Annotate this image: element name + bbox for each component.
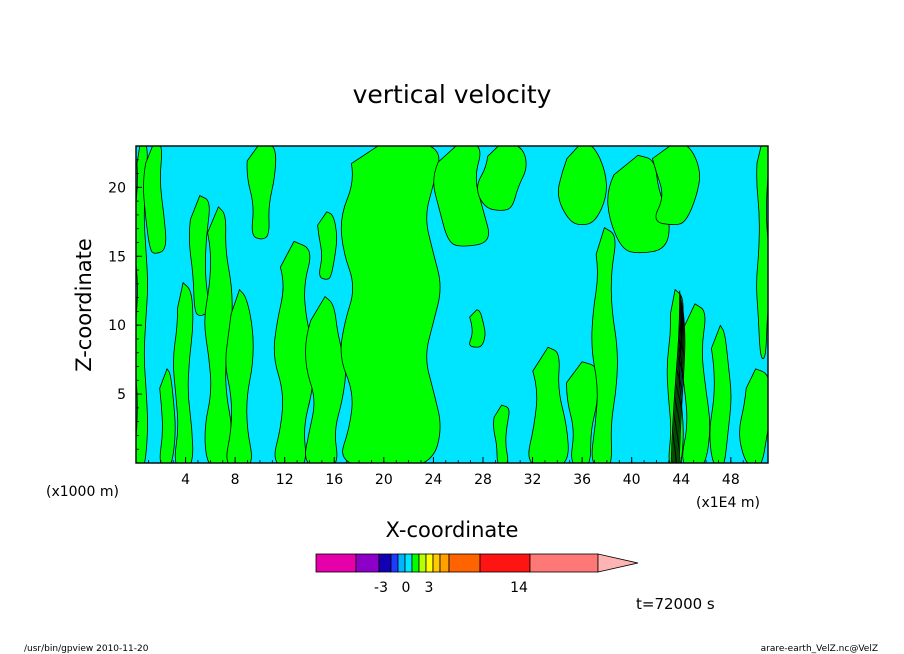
plot-area [135,145,769,464]
x-tick-label: 4 [181,472,190,488]
x-unit-right-label: (x1E4 m) [696,495,760,511]
plume-contour [672,293,681,463]
x-unit-left-label: (x1000 m) [46,484,119,500]
x-axis-label: X-coordinate [386,518,519,542]
x-tick-label: 8 [231,472,240,488]
plume-contour [676,302,684,463]
positive-region [273,240,315,463]
positive-region [143,146,167,254]
x-tick-label: 16 [325,472,343,488]
colorbar [315,553,639,573]
positive-region [591,226,618,463]
updraft-plume [670,290,686,463]
time-label: t=72000 s [636,595,715,613]
x-tick-label: 28 [474,472,492,488]
x-tick-label: 44 [672,472,690,488]
plume-contour [670,290,681,463]
positive-region [136,146,148,463]
colorbar-segment [529,553,599,573]
positive-region [340,146,441,463]
x-tick-label: 12 [276,472,294,488]
footer-right: arare-earth_VelZ.nc@VelZ [761,644,878,654]
colorbar-segment [448,553,481,573]
colorbar-segment [425,553,434,573]
chart-title: vertical velocity [353,80,552,109]
positive-region [159,368,176,463]
colorbar-segment [411,553,420,573]
x-tick-label: 48 [722,472,740,488]
positive-region [246,146,277,240]
colorbar-segment [479,553,531,573]
x-tick-label: 32 [524,472,542,488]
y-axis-label: Z-coordinate [72,238,96,372]
x-tick-label: 20 [375,472,393,488]
y-tick-label: 20 [108,180,126,196]
positive-region [528,346,569,463]
positive-region [173,281,194,463]
colorbar-segment [390,553,399,573]
colorbar-segment [397,553,406,573]
y-tick-label: 5 [117,387,126,403]
colorbar-segment [355,553,380,573]
colorbar-segment [432,553,441,573]
x-tick-label: 40 [623,472,641,488]
positive-region [317,211,338,280]
y-tick-label: 15 [108,249,126,265]
positive-region [433,146,489,247]
x-axis-ticks: 4 8 12 16 20 24 28 32 36 40 44 48 [147,457,757,488]
colorbar-segment [418,553,427,573]
colorbar-label-3: 3 [425,580,434,596]
colorbar-segment [404,553,413,573]
positive-region [225,288,254,463]
colorbar-label-minus3: -3 [374,580,388,596]
colorbar-segment [378,553,392,573]
positive-region [305,295,346,463]
colorbar-segment [315,553,357,573]
positive-region [477,146,527,211]
colorbar-label-14: 14 [510,580,528,596]
x-tick-label: 36 [573,472,591,488]
footer-left: /usr/bin/gpview 2010-11-20 [24,644,149,654]
positive-velocity-regions [136,146,768,463]
plume-contour [674,299,683,463]
plume-contour [673,296,682,463]
y-axis-ticks: 5 10 15 20 [108,159,142,450]
colorbar-arrow [597,553,639,573]
colorbar-label-0: 0 [402,580,411,596]
positive-region [709,324,732,463]
colorbar-segment [439,553,450,573]
plot-frame [135,145,769,464]
positive-region [651,146,700,226]
plume-contour [678,308,686,463]
plume-contour [677,305,685,463]
positive-region [558,146,607,226]
x-tick-label: 24 [424,472,442,488]
y-tick-label: 10 [108,318,126,334]
positive-region [469,309,486,348]
positive-region [680,303,711,463]
colorbar-labels: -3 0 3 14 [374,580,528,596]
